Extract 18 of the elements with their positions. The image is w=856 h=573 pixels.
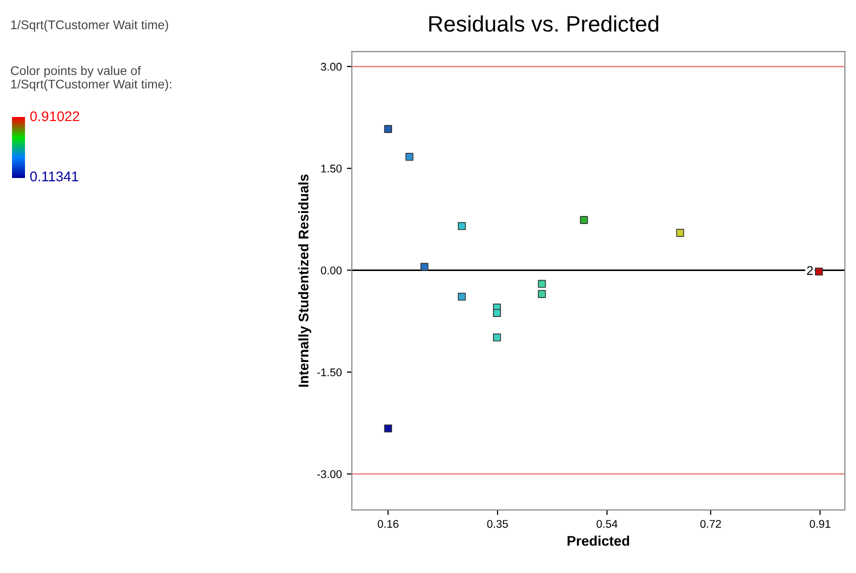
x-tick-label: 0.35 (487, 520, 508, 528)
color-bar-label: 0.91022 (30, 111, 80, 122)
x-tick-label: 0.54 (596, 520, 618, 528)
y-tick-label: -3.00 (317, 470, 342, 478)
y-axis-title: Internally Studentized Residuals (298, 174, 312, 387)
x-tick-label: 0.16 (378, 520, 398, 528)
y-tick-label: 3.00 (320, 62, 342, 71)
x-axis-title: Predicted (568, 536, 630, 546)
color-bar-label: 0.11341 (30, 172, 78, 182)
x-tick-label: 0.72 (700, 520, 721, 528)
x-tick-label: 0.91 (810, 520, 830, 528)
annotation: 2 (807, 266, 813, 275)
y-tick-label: -1.50 (317, 368, 342, 376)
chart-title: Residuals vs. Predicted (429, 15, 658, 32)
text: 1/Sqrt(TCustomer Wait time) (11, 20, 168, 32)
y-tick-label: 0.00 (320, 266, 342, 274)
color-bar-title: Color points by value of 1/Sqrt(TCustomer Wait time): (10, 66, 172, 92)
y-tick-label: 1.50 (321, 164, 342, 173)
